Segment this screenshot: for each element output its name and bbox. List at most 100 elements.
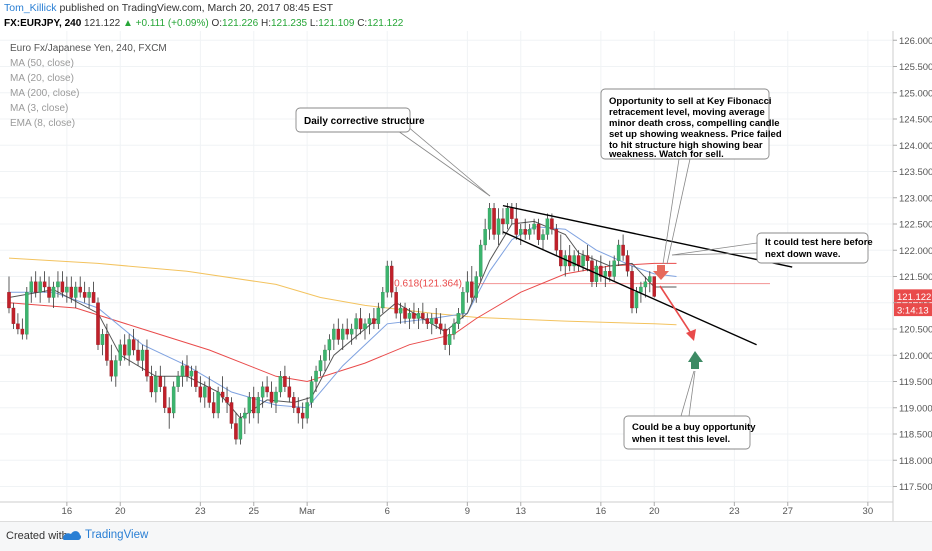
price-axis[interactable]: 126.000 125.500 125.000 124.500 124.000 123.5… bbox=[892, 31, 932, 521]
candle-body[interactable] bbox=[358, 318, 363, 330]
candle-body[interactable] bbox=[318, 360, 323, 372]
candle-body[interactable] bbox=[492, 208, 496, 235]
candle-body[interactable] bbox=[251, 397, 256, 414]
candle-body[interactable] bbox=[11, 307, 16, 324]
candle-body[interactable] bbox=[532, 223, 536, 230]
candle-body[interactable] bbox=[372, 318, 376, 324]
author-link[interactable]: Tom_Killick bbox=[4, 2, 57, 14]
candle-body[interactable] bbox=[207, 386, 211, 403]
candle-body[interactable] bbox=[421, 313, 425, 319]
price-chart[interactable]: 0.618(121.364) Daily corrective structur… bbox=[0, 31, 932, 521]
candle-body[interactable] bbox=[621, 244, 625, 256]
candle-body[interactable] bbox=[180, 365, 185, 377]
candle-body[interactable] bbox=[96, 302, 100, 345]
candle-body[interactable] bbox=[122, 344, 127, 356]
buy-arrow-icon[interactable] bbox=[688, 351, 703, 362]
candle-body[interactable] bbox=[56, 281, 60, 288]
candle-body[interactable] bbox=[100, 334, 105, 345]
candle-body[interactable] bbox=[523, 229, 527, 235]
candle-body[interactable] bbox=[189, 370, 194, 377]
down-arrow-line[interactable] bbox=[659, 285, 695, 339]
candle-body[interactable] bbox=[82, 292, 87, 298]
candle-body[interactable] bbox=[131, 339, 136, 351]
legend-ema8[interactable]: EMA (8, close) bbox=[10, 118, 76, 129]
candle-body[interactable] bbox=[154, 376, 158, 393]
candle-body[interactable] bbox=[269, 391, 274, 403]
candle-body[interactable] bbox=[510, 208, 514, 219]
candle-body[interactable] bbox=[305, 402, 309, 419]
candle-body[interactable] bbox=[176, 376, 180, 387]
candle-body[interactable] bbox=[225, 397, 229, 403]
candle-body[interactable] bbox=[109, 360, 114, 377]
candle-body[interactable] bbox=[87, 292, 91, 298]
candle-body[interactable] bbox=[260, 386, 265, 398]
candle-body[interactable] bbox=[398, 307, 403, 314]
candle-body[interactable] bbox=[309, 381, 314, 403]
candle-body[interactable] bbox=[194, 370, 198, 387]
candle-body[interactable] bbox=[327, 339, 332, 351]
candle-body[interactable] bbox=[336, 328, 341, 340]
candle-body[interactable] bbox=[278, 376, 283, 393]
candle-body[interactable] bbox=[456, 313, 461, 324]
candle-body[interactable] bbox=[69, 286, 74, 298]
candle-body[interactable] bbox=[541, 234, 545, 240]
candle-body[interactable] bbox=[483, 229, 487, 246]
candle-body[interactable] bbox=[171, 386, 176, 414]
candle-body[interactable] bbox=[203, 386, 207, 398]
candle-body[interactable] bbox=[381, 292, 385, 309]
candle-body[interactable] bbox=[478, 244, 483, 277]
legend-ma50[interactable]: MA (50, close) bbox=[10, 58, 74, 69]
candle-body[interactable] bbox=[585, 255, 590, 261]
candle-body[interactable] bbox=[349, 328, 354, 335]
candle-body[interactable] bbox=[74, 286, 78, 298]
candle-body[interactable] bbox=[648, 276, 652, 282]
candle-body[interactable] bbox=[296, 407, 300, 414]
candle-body[interactable] bbox=[314, 370, 318, 382]
candle-body[interactable] bbox=[519, 229, 523, 235]
candle-body[interactable] bbox=[300, 412, 305, 419]
candle-body[interactable] bbox=[554, 229, 559, 251]
candle-body[interactable] bbox=[185, 365, 189, 377]
candle-body[interactable] bbox=[78, 286, 82, 293]
candle-body[interactable] bbox=[114, 360, 118, 377]
candle-body[interactable] bbox=[145, 349, 149, 377]
symbol-name[interactable]: FX:EURJPY, 240 bbox=[4, 18, 82, 29]
candle-body[interactable] bbox=[474, 276, 478, 298]
candle-body[interactable] bbox=[16, 323, 20, 330]
candle-body[interactable] bbox=[367, 318, 372, 324]
candle-body[interactable] bbox=[118, 344, 123, 361]
candle-body[interactable] bbox=[140, 349, 145, 361]
candle-body[interactable] bbox=[429, 318, 434, 324]
sell-arrow-icon[interactable] bbox=[653, 271, 669, 280]
candle-body[interactable] bbox=[323, 349, 327, 361]
candle-body[interactable] bbox=[283, 376, 287, 387]
candle-body[interactable] bbox=[25, 292, 29, 335]
candle-body[interactable] bbox=[105, 334, 109, 361]
candle-body[interactable] bbox=[385, 265, 389, 293]
candle-body[interactable] bbox=[612, 260, 616, 277]
candle-body[interactable] bbox=[292, 397, 296, 408]
candle-body[interactable] bbox=[345, 328, 349, 335]
time-axis[interactable]: 16 20 23 25 Mar 6 9 13 16 20 23 27 30 bbox=[0, 501, 893, 517]
candle-body[interactable] bbox=[42, 281, 47, 288]
candle-body[interactable] bbox=[438, 323, 443, 330]
note-daily-structure[interactable]: Daily corrective structure bbox=[295, 107, 491, 197]
candle-body[interactable] bbox=[65, 286, 69, 293]
candle-body[interactable] bbox=[376, 307, 381, 324]
legend-ma3[interactable]: MA (3, close) bbox=[10, 103, 69, 114]
candle-body[interactable] bbox=[527, 229, 532, 235]
candle-body[interactable] bbox=[581, 255, 585, 267]
candle-body[interactable] bbox=[229, 402, 234, 424]
candle-body[interactable] bbox=[247, 397, 252, 414]
candle-body[interactable] bbox=[412, 313, 416, 319]
candle-body[interactable] bbox=[608, 271, 612, 277]
candle-body[interactable] bbox=[625, 255, 630, 272]
candle-body[interactable] bbox=[447, 334, 452, 345]
candle-body[interactable] bbox=[425, 318, 430, 324]
candle-body[interactable] bbox=[616, 244, 621, 261]
candle-body[interactable] bbox=[572, 255, 576, 267]
candle-body[interactable] bbox=[158, 376, 163, 387]
candle-body[interactable] bbox=[51, 286, 56, 298]
candle-body[interactable] bbox=[434, 318, 438, 324]
candle-body[interactable] bbox=[220, 391, 225, 398]
